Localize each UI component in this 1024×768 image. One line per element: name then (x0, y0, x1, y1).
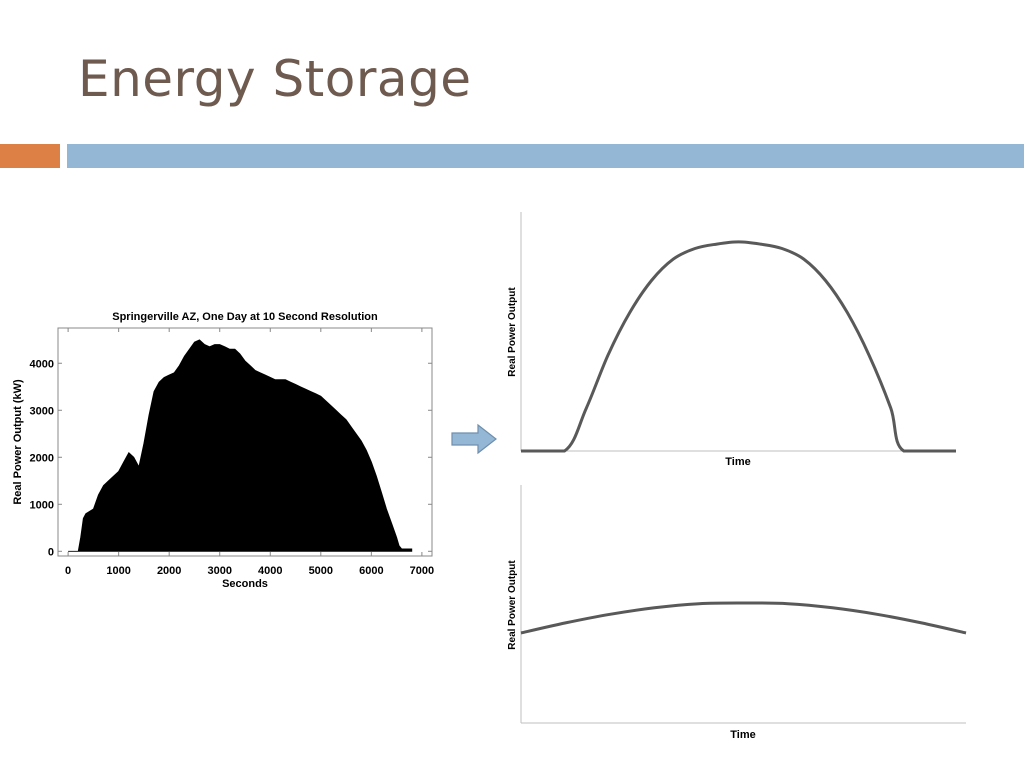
y-axis-label: Real Power Output (507, 287, 518, 377)
right-arrow-icon (451, 423, 497, 455)
x-tick-label: 2000 (157, 565, 181, 577)
x-tick-label: 0 (65, 565, 71, 577)
y-tick-label: 3000 (30, 405, 54, 417)
power-curve-line (521, 240, 956, 453)
plot-frame (57, 327, 433, 557)
power-curve-line (520, 601, 967, 635)
x-tick-label: 4000 (258, 565, 282, 577)
power-area (68, 339, 413, 552)
y-tick-label: 2000 (30, 452, 54, 464)
y-axis-label: Real Power Output (507, 560, 518, 650)
x-tick-label: 7000 (410, 565, 434, 577)
springerville-chart: Springerville AZ, One Day at 10 Second R… (12, 311, 434, 590)
x-axis-label: Time (730, 729, 755, 741)
slide-title: Energy Storage (78, 50, 472, 108)
peak-output-chart: Time Real Power Output (507, 212, 956, 468)
y-tick-label: 1000 (30, 499, 54, 511)
x-tick-label: 1000 (106, 565, 130, 577)
x-axis-label: Seconds (222, 578, 268, 590)
x-tick-label: 6000 (359, 565, 383, 577)
accent-bar-orange (0, 144, 60, 168)
accent-bar-blue (67, 144, 1024, 168)
y-tick-label: 0 (48, 546, 54, 558)
chart-title: Springerville AZ, One Day at 10 Second R… (112, 311, 378, 323)
x-tick-label: 5000 (309, 565, 333, 577)
x-axis-label: Time (725, 456, 750, 468)
y-axis-label: Real Power Output (kW) (12, 379, 24, 505)
x-tick-label: 3000 (207, 565, 231, 577)
y-tick-label: 4000 (30, 358, 54, 370)
smoothed-output-chart: Time Real Power Output (507, 485, 967, 741)
